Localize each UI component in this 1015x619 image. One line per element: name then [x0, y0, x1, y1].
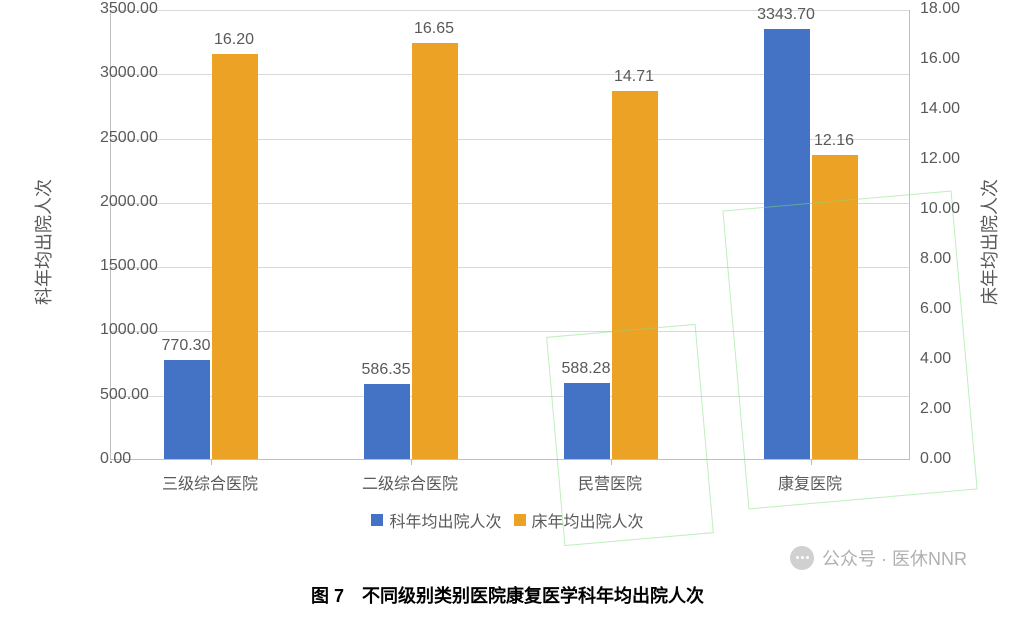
legend: 科年均出院人次 床年均出院人次	[0, 508, 1015, 532]
data-label: 16.20	[214, 31, 254, 49]
legend-item: 床年均出院人次	[514, 508, 644, 532]
bar-secondary	[412, 43, 458, 459]
legend-swatch	[514, 514, 526, 526]
figure-caption: 图 7 不同级别类别医院康复医学科年均出院人次	[0, 582, 1015, 608]
x-tick-mark	[611, 459, 612, 465]
watermark-credit: 公众号 · 医休NNR	[790, 545, 967, 571]
y-tick-right: 16.00	[920, 50, 960, 68]
bar-secondary	[812, 155, 858, 459]
y-tick-right: 6.00	[920, 300, 951, 318]
chart-container: 科年均出院人次 床年均出院人次 科年均出院人次床年均出院人次 图 7 不同级别类…	[0, 0, 1015, 619]
y-tick-right: 18.00	[920, 0, 960, 18]
data-label: 586.35	[362, 361, 411, 379]
bar-secondary	[612, 91, 658, 459]
y-tick-right: 14.00	[920, 100, 960, 118]
y-tick-right: 8.00	[920, 250, 951, 268]
data-label: 3343.70	[757, 6, 815, 24]
legend-label: 床年均出院人次	[532, 508, 644, 532]
bar-primary	[164, 360, 210, 459]
data-label: 14.71	[614, 68, 654, 86]
y-axis-right-label: 床年均出院人次	[976, 179, 1002, 305]
legend-label: 科年均出院人次	[389, 508, 501, 532]
data-label: 12.16	[814, 132, 854, 150]
x-tick-label: 二级综合医院	[362, 470, 458, 494]
y-tick-right: 10.00	[920, 200, 960, 218]
plot-area	[110, 10, 910, 460]
y-tick-right: 4.00	[920, 350, 951, 368]
data-label: 16.65	[414, 20, 454, 38]
x-tick-mark	[411, 459, 412, 465]
x-tick-label: 康复医院	[778, 470, 842, 494]
bar-primary	[764, 29, 810, 459]
data-label: 588.28	[562, 360, 611, 378]
x-tick-label: 三级综合医院	[162, 470, 258, 494]
y-axis-left-label: 科年均出院人次	[30, 179, 56, 305]
bar-primary	[564, 383, 610, 459]
bar-secondary	[212, 54, 258, 459]
y-tick-right: 12.00	[920, 150, 960, 168]
y-tick-right: 0.00	[920, 450, 951, 468]
bar-primary	[364, 384, 410, 459]
legend-item: 科年均出院人次	[371, 508, 501, 532]
watermark-credit-text: 公众号 · 医休NNR	[822, 545, 967, 571]
x-tick-mark	[811, 459, 812, 465]
x-tick-label: 民营医院	[578, 470, 642, 494]
data-label: 770.30	[162, 337, 211, 355]
chat-bubble-icon	[790, 546, 814, 570]
legend-swatch	[371, 514, 383, 526]
x-tick-mark	[211, 459, 212, 465]
y-tick-right: 2.00	[920, 400, 951, 418]
